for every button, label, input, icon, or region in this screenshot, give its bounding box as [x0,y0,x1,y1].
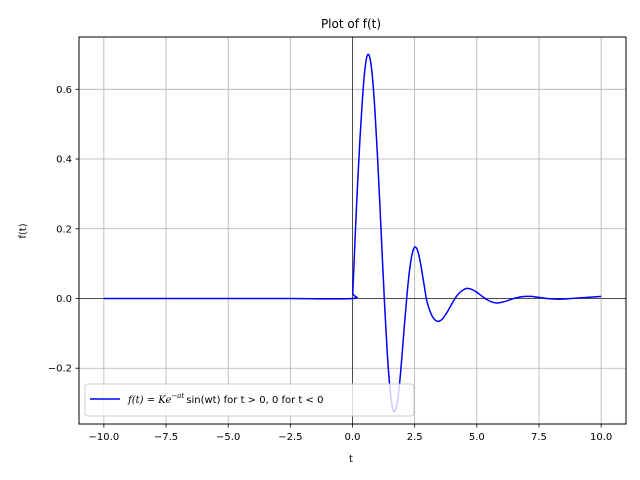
x-tick-label: 0.0 [345,432,361,443]
y-tick-label: 0.4 [56,155,72,166]
plot-area [103,53,602,413]
x-tick-label: −10.0 [89,432,120,443]
legend-label-prefix: f(t) = Ke [127,395,171,406]
x-tick-label: 5.0 [469,432,485,443]
legend: f(t) = Ke−at sin(wt) for t > 0, 0 for t <… [84,383,415,417]
x-tick-label: −7.5 [154,432,178,443]
legend-label: f(t) = Ke−at sin(wt) for t > 0, 0 for t <… [127,392,323,406]
x-tick-label: −2.5 [278,432,302,443]
y-tick-label: −0.2 [48,364,72,375]
y-axis-label: f(t) [18,223,29,238]
y-tick-label: 0.0 [56,294,72,305]
legend-label-suffix: sin(wt) for t > 0, 0 for t < 0 [186,395,323,406]
x-tick-label: −5.0 [216,432,240,443]
x-tick-label: 7.5 [531,432,547,443]
legend-box [84,383,415,417]
ticks: −10.0 −7.5 −5.0 −2.5 0.0 2.5 5.0 7.5 10.0 −0.2 0.0… [48,85,613,443]
x-tick-label: 10.0 [590,432,612,443]
x-tick-label: 2.5 [407,432,423,443]
series-line-0 [103,53,602,413]
x-axis-label: t [349,454,353,465]
legend-label-superscript: −at [171,392,184,400]
y-tick-label: 0.2 [56,224,72,235]
y-tick-label: 0.6 [56,85,72,96]
chart-title: Plot of f(t) [321,17,381,31]
